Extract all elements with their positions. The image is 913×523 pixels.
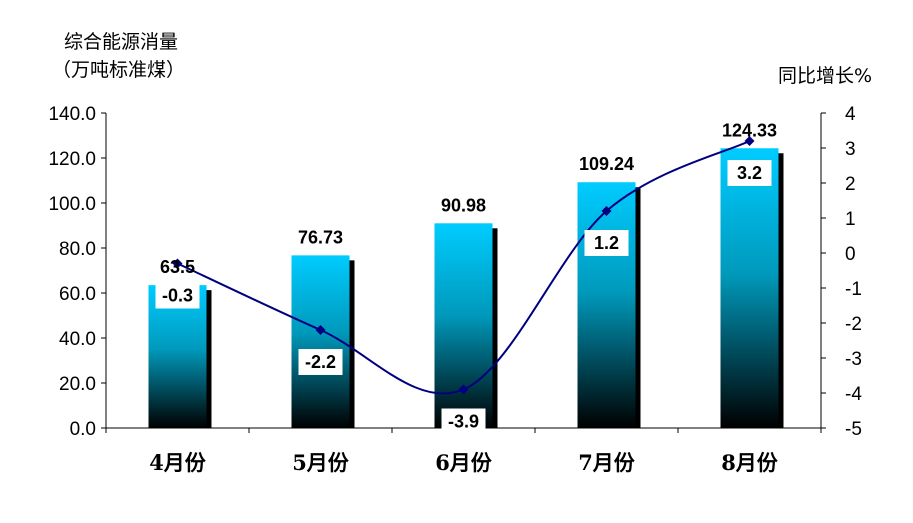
- bar-value-label: 109.24: [579, 154, 634, 174]
- left-tick-label: 140.0: [48, 104, 96, 125]
- right-axis-title: 同比增长%: [778, 65, 872, 87]
- line-point: [601, 206, 612, 216]
- left-tick-label: 80.0: [59, 239, 96, 260]
- bar: [148, 285, 207, 428]
- left-tick-label: 100.0: [48, 194, 96, 215]
- left-tick-label: 40.0: [59, 329, 96, 350]
- line-value-label: 3.2: [737, 163, 762, 183]
- x-tick-label: 8月份: [721, 450, 779, 475]
- line-point: [458, 384, 469, 395]
- left-tick-label: 120.0: [48, 149, 96, 170]
- bar: [720, 148, 779, 428]
- axes: 0.0 20.0 40.0 60.0 80.0 100.0 120.0 140.0 -5 -4 -3…: [48, 104, 862, 475]
- right-tick-label: -1: [845, 279, 862, 300]
- left-tick-label: 20.0: [59, 374, 96, 395]
- x-tick-label: 5月份: [292, 450, 350, 475]
- right-tick-label: 3: [845, 139, 856, 160]
- pct-label-box: [298, 349, 343, 375]
- bar: [291, 255, 350, 428]
- right-tick-label: -3: [845, 349, 862, 370]
- right-tick-label: 2: [845, 174, 856, 195]
- bar: [434, 223, 493, 428]
- left-tick-label: 60.0: [59, 284, 96, 305]
- left-tick-label: 0.0: [70, 419, 96, 440]
- pct-label-box: [441, 408, 486, 435]
- right-tick-label: 4: [845, 104, 856, 125]
- left-axis-title-line1: 综合能源消量: [64, 31, 178, 53]
- pct-label-box: [155, 282, 200, 309]
- bar: [577, 182, 636, 428]
- x-tick-label: 6月份: [435, 450, 493, 475]
- line-value-label: -3.9: [448, 412, 479, 432]
- bar-value-label: 124.33: [722, 120, 777, 140]
- line-point: [744, 136, 755, 146]
- right-tick-label: -5: [845, 419, 862, 440]
- line-value-label: -0.3: [162, 286, 193, 306]
- data-labels: 63.5 76.73 90.98 109.24 124.33 -0.3 -2.2 -3.9 1.…: [155, 120, 777, 435]
- right-tick-label: 0: [845, 244, 856, 265]
- bar-series: [148, 148, 784, 428]
- line-value-label: 1.2: [594, 233, 619, 253]
- x-tick-label: 7月份: [578, 450, 636, 475]
- line-point: [172, 258, 183, 269]
- bar-value-label: 76.73: [298, 227, 343, 247]
- left-axis-title-line2: （万吨标准煤）: [52, 59, 185, 81]
- right-tick-label: -2: [845, 314, 862, 335]
- line-point: [315, 325, 326, 335]
- bar-value-label: 90.98: [441, 195, 486, 215]
- pct-label-box: [584, 230, 629, 256]
- bar-value-label: 63.5: [160, 257, 195, 277]
- pct-label-box: [727, 160, 772, 186]
- line-series: [172, 136, 755, 395]
- line-value-label: -2.2: [305, 352, 336, 372]
- x-tick-label: 4月份: [149, 450, 207, 475]
- right-tick-label: 1: [845, 209, 856, 230]
- right-tick-label: -4: [845, 384, 862, 405]
